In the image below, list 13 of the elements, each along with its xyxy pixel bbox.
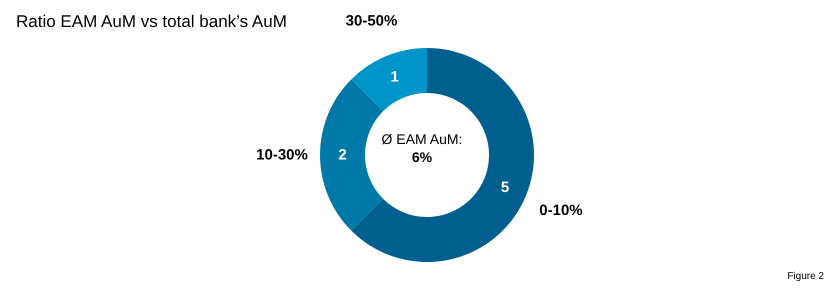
data-label: 5 [500,178,510,196]
donut-slice [351,48,534,262]
data-label: 2 [338,146,347,164]
data-label: 1 [390,68,399,86]
slice-label: 30-50% [346,12,398,30]
chart-title: Ratio EAM AuM vs total bank’s AuM [16,12,287,32]
slice-label: 0-10% [539,202,583,219]
slice-label: 10-30% [256,146,308,164]
text: Ø EAM AuM: [380,130,464,148]
donut-slice [351,48,427,112]
text: 6% [410,148,434,166]
caption: Figure 2 [787,271,824,282]
donut-slice [320,79,384,231]
